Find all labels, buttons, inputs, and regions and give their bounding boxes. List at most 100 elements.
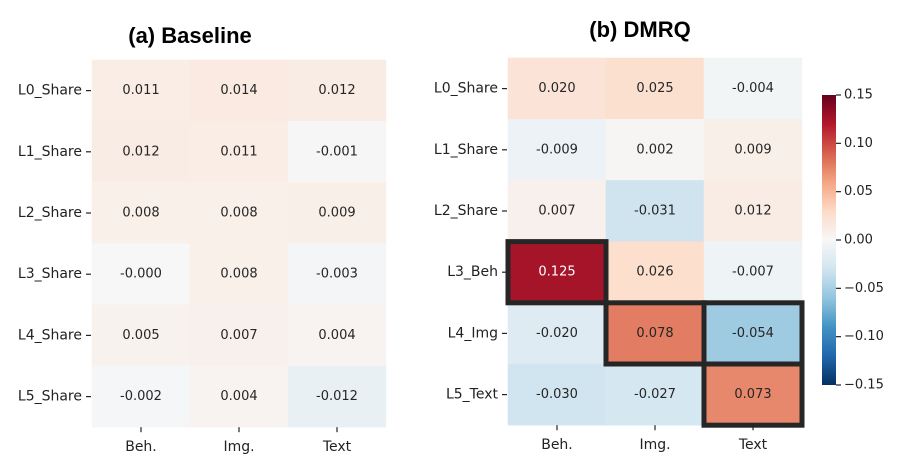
- cell-value-label: 0.008: [220, 267, 257, 282]
- cell-value-label: -0.020: [536, 326, 578, 341]
- heatmap-cell: [605, 302, 705, 365]
- colorbar-tick-label: −0.10: [844, 329, 884, 344]
- cell-value-label: -0.031: [634, 204, 676, 219]
- heatmap-cell: [91, 243, 191, 306]
- heatmap-cell: [507, 180, 607, 242]
- heatmap-cell: [189, 304, 289, 367]
- heatmap-cell: [189, 120, 289, 183]
- heatmap-cell: [91, 59, 191, 122]
- y-tick-label: L0_Share: [434, 81, 498, 97]
- y-tick-label: L5_Text: [446, 387, 499, 403]
- y-tick-label: L0_Share: [18, 83, 82, 99]
- heatmap-cell: [189, 182, 289, 244]
- cell-value-label: -0.012: [316, 389, 358, 404]
- colorbar-tick-label: 0.00: [844, 233, 873, 248]
- colorbar: 0.15 0.10 0.05 0.00 −0.05 −0.10 −0.15: [822, 88, 884, 393]
- colorbar-tick-label: 0.05: [844, 184, 873, 199]
- cell-value-label: -0.004: [732, 81, 774, 96]
- heatmap-cell: [703, 118, 803, 181]
- x-tick-label: Beh.: [125, 439, 157, 455]
- heatmap-cell: [703, 363, 803, 426]
- y-tick-label: L3_Beh: [447, 264, 498, 280]
- heatmap-cell: [703, 302, 803, 365]
- y-tick-label: L1_Share: [434, 142, 498, 158]
- y-tick-label: L4_Share: [18, 327, 82, 343]
- x-tick-label: Img.: [223, 439, 254, 455]
- y-tick-label: L2_Share: [18, 205, 82, 221]
- x-tick-label: Img.: [639, 437, 670, 453]
- dmrq-heatmap: (b) DMRQ 0.020 0.025 -0.004 -0.009 0.002 0.009…: [434, 17, 805, 453]
- cell-value-label: 0.002: [636, 142, 673, 157]
- cell-value-label: 0.007: [538, 204, 575, 219]
- heatmap-cell: [507, 118, 607, 181]
- cell-value-label: -0.054: [732, 326, 774, 341]
- heatmap-cell: [91, 182, 191, 244]
- panel-title: (b) DMRQ: [589, 17, 690, 42]
- heatmap-cell: [703, 180, 803, 242]
- cell-value-label: -0.001: [316, 144, 358, 159]
- cell-value-label: 0.073: [734, 387, 771, 402]
- heatmap-cell: [605, 180, 705, 242]
- cell-value-label: 0.007: [220, 328, 257, 343]
- y-tick-label: L3_Share: [18, 266, 82, 282]
- cell-value-label: 0.004: [220, 389, 257, 404]
- cell-value-label: 0.008: [220, 206, 257, 221]
- cell-value-label: -0.000: [120, 267, 162, 282]
- cell-value-label: -0.003: [316, 267, 358, 282]
- heatmap-cell: [605, 363, 705, 426]
- cell-value-label: 0.009: [318, 206, 355, 221]
- heatmap-cell: [287, 365, 387, 428]
- cell-value-label: 0.005: [122, 328, 159, 343]
- heatmap-cell: [91, 120, 191, 183]
- heatmap-cell: [189, 365, 289, 428]
- x-tick-label: Text: [322, 439, 352, 455]
- cell-value-label: 0.011: [220, 144, 257, 159]
- colorbar-gradient: [822, 95, 836, 385]
- heatmap-cell: [703, 241, 803, 304]
- cell-value-label: 0.025: [636, 81, 673, 96]
- y-tick-label: L5_Share: [18, 389, 82, 405]
- cell-value-label: 0.008: [122, 206, 159, 221]
- heatmap-cell: [507, 302, 607, 365]
- cell-value-label: -0.007: [732, 265, 774, 280]
- cell-value-label: 0.012: [318, 83, 355, 98]
- colorbar-tick-label: 0.15: [844, 88, 873, 103]
- x-tick-label: Beh.: [541, 437, 573, 453]
- cell-value-label: 0.020: [538, 81, 575, 96]
- highlight-box: [505, 239, 609, 306]
- cell-value-label: 0.012: [734, 204, 771, 219]
- cell-value-label: 0.125: [538, 265, 575, 280]
- cell-value-label: -0.002: [120, 389, 162, 404]
- heatmap-cell: [507, 57, 607, 120]
- cell-value-label: -0.030: [536, 387, 578, 402]
- heatmap-cell: [91, 365, 191, 428]
- cell-value-label: 0.011: [122, 83, 159, 98]
- heatmap-cell: [287, 59, 387, 122]
- cell-value-label: 0.014: [220, 83, 257, 98]
- cell-value-label: 0.009: [734, 142, 771, 157]
- heatmap-cell: [287, 243, 387, 306]
- heatmap-cell: [703, 57, 803, 120]
- heatmap-cell: [507, 363, 607, 426]
- heatmap-cell: [605, 118, 705, 181]
- y-tick-label: L1_Share: [18, 144, 82, 160]
- cell-value-label: 0.026: [636, 265, 673, 280]
- cell-value-label: 0.078: [636, 326, 673, 341]
- colorbar-tick-label: −0.15: [844, 378, 884, 393]
- cell-value-label: 0.004: [318, 328, 355, 343]
- heatmap-cell: [189, 59, 289, 122]
- heatmap-cell: [91, 304, 191, 367]
- cell-value-label: -0.027: [634, 387, 676, 402]
- heatmap-cell: [287, 304, 387, 367]
- cell-value-label: 0.012: [122, 144, 159, 159]
- heatmap-cell: [605, 241, 705, 304]
- y-tick-label: L4_Img: [448, 325, 498, 341]
- y-tick-label: L2_Share: [434, 203, 498, 219]
- cell-value-label: -0.009: [536, 142, 578, 157]
- x-tick-label: Text: [738, 437, 768, 453]
- baseline-heatmap: (a) Baseline 0.011 0.014 0.012 0.012 0.011 -0.…: [18, 23, 387, 455]
- heatmap-cell: [287, 120, 387, 183]
- panel-title: (a) Baseline: [128, 23, 252, 48]
- colorbar-tick-label: −0.05: [844, 281, 884, 296]
